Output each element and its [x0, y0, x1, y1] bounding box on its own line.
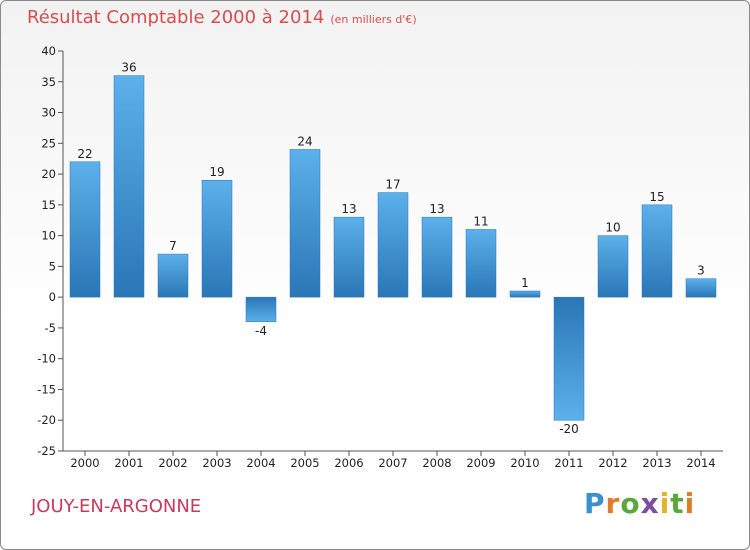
bar-2013	[641, 204, 673, 298]
x-tick-label: 2003	[202, 456, 231, 470]
data-label-2012: 10	[605, 221, 620, 235]
x-tick-label: 2001	[114, 456, 143, 470]
y-tick-label: 5	[49, 259, 56, 273]
data-label-2005: 24	[297, 134, 312, 148]
y-tick-label: 40	[41, 44, 56, 58]
x-tick-label: 2006	[334, 456, 363, 470]
y-tick-label: 10	[41, 229, 56, 243]
data-label-2011: -20	[559, 422, 579, 436]
y-tick-label: 15	[41, 198, 56, 212]
y-tick-label: -20	[37, 413, 56, 427]
data-label-2014: 3	[697, 264, 705, 278]
data-label-2001: 36	[121, 61, 136, 75]
bar-2009	[465, 229, 497, 298]
data-label-2000: 22	[77, 147, 92, 161]
y-tick-label: 35	[41, 75, 56, 89]
bar-2007	[377, 192, 409, 298]
x-tick-label: 2013	[642, 456, 671, 470]
bar-2011	[553, 296, 585, 421]
x-tick-label: 2009	[466, 456, 495, 470]
y-tick-label: -15	[37, 382, 56, 396]
chart-title: Résultat Comptable 2000 à 2014 (en millie…	[27, 7, 417, 28]
y-tick-label: -10	[37, 352, 56, 366]
x-tick-label: 2014	[686, 456, 715, 470]
x-tick-label: 2005	[290, 456, 319, 470]
data-label-2003: 19	[209, 165, 224, 179]
data-label-2013: 15	[649, 190, 664, 204]
y-tick-label: 30	[41, 106, 56, 120]
y-tick-label: 0	[49, 290, 56, 304]
bar-2001	[113, 75, 145, 298]
data-label-2008: 13	[429, 202, 444, 216]
y-tick-label: -5	[45, 321, 56, 335]
x-tick-label: 2008	[422, 456, 451, 470]
x-tick-label: 2007	[378, 456, 407, 470]
chart-subtitle: (en milliers d'€)	[330, 13, 417, 26]
data-label-2006: 13	[341, 202, 356, 216]
y-tick-label: 20	[41, 167, 56, 181]
bar-2008	[421, 216, 453, 298]
x-tick-label: 2004	[246, 456, 275, 470]
x-tick-label: 2002	[158, 456, 187, 470]
chart-title-text: Résultat Comptable 2000 à 2014	[27, 7, 325, 28]
commune-name: JOUY-EN-ARGONNE	[31, 496, 202, 517]
x-tick-label: 2010	[510, 456, 539, 470]
bar-2005	[289, 149, 321, 298]
bar-2004	[245, 296, 277, 323]
x-tick-label: 2012	[598, 456, 627, 470]
bar-2010	[509, 290, 541, 298]
y-tick-label: 25	[41, 136, 56, 150]
data-label-2009: 11	[473, 214, 488, 228]
bar-2002	[157, 253, 189, 298]
data-label-2004: -4	[255, 324, 267, 338]
proxiti-logo: Proxiti	[584, 487, 696, 520]
bar-2014	[685, 278, 717, 298]
x-tick-label: 2011	[554, 456, 583, 470]
x-tick-label: 2000	[70, 456, 99, 470]
chart-bars	[69, 75, 717, 421]
bar-2012	[597, 235, 629, 298]
bar-2000	[69, 161, 101, 298]
data-label-2007: 17	[385, 178, 400, 192]
data-label-2010: 1	[521, 276, 529, 290]
data-label-2002: 7	[169, 239, 177, 253]
y-tick-label: -25	[37, 444, 56, 458]
bar-2003	[201, 179, 233, 298]
bar-2006	[333, 216, 365, 298]
chart-axes: 40 35 30 25 20 15 10 5 0 -5 -10 -15 -20 -25 2000 2001 20…	[37, 44, 723, 470]
